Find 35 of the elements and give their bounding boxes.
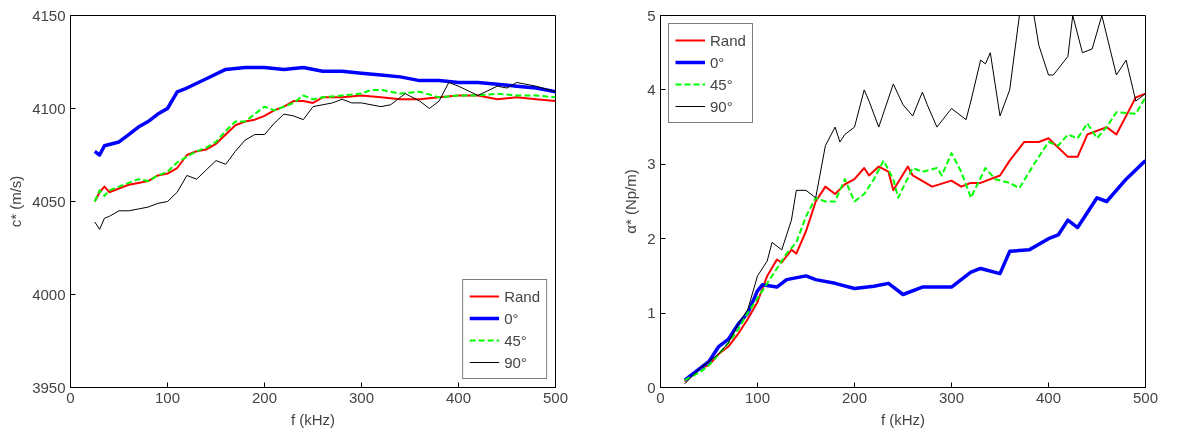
y-tick-label: 4150 xyxy=(32,6,66,24)
legend-label: 90° xyxy=(710,97,733,115)
y-tick-label: 4000 xyxy=(32,285,66,303)
x-axis-title: f (kHz) xyxy=(880,410,926,428)
y-tick-label: 3950 xyxy=(32,378,66,396)
y-tick-label: 2 xyxy=(647,229,656,247)
line-series xyxy=(94,81,556,230)
x-tick-label: 200 xyxy=(841,388,868,406)
y-axis-title: α* (Np/m) xyxy=(622,169,640,234)
y-tick-label: 4100 xyxy=(32,99,66,117)
legend-label: 0° xyxy=(504,309,520,327)
legend-label: Rand xyxy=(504,287,540,305)
x-tick-label: 500 xyxy=(542,388,569,406)
y-tick-label: 5 xyxy=(647,6,656,24)
x-tick-label: 300 xyxy=(348,388,375,406)
x-tick-label: 200 xyxy=(251,388,278,406)
y-tick-label: 4050 xyxy=(32,192,66,210)
legend-label: 45° xyxy=(710,75,733,93)
x-tick-label: 400 xyxy=(1035,388,1062,406)
x-tick-label: 100 xyxy=(154,388,181,406)
legend-label: 90° xyxy=(504,353,527,371)
y-tick-label: 4 xyxy=(647,80,656,98)
legend-label: 45° xyxy=(504,331,527,349)
x-tick-label: 500 xyxy=(1132,388,1159,406)
x-tick-label: 300 xyxy=(938,388,965,406)
y-axis-title: c* (m/s) xyxy=(7,175,25,228)
x-axis-title: f (kHz) xyxy=(290,410,336,428)
y-tick-label: 3 xyxy=(647,155,656,173)
line-series xyxy=(683,158,1146,382)
legend-label: Rand xyxy=(710,31,746,49)
x-tick-label: 100 xyxy=(744,388,771,406)
line-series xyxy=(93,65,556,157)
legend-label: 0° xyxy=(710,53,726,71)
x-tick-label: 400 xyxy=(445,388,472,406)
y-tick-label: 1 xyxy=(647,304,656,322)
